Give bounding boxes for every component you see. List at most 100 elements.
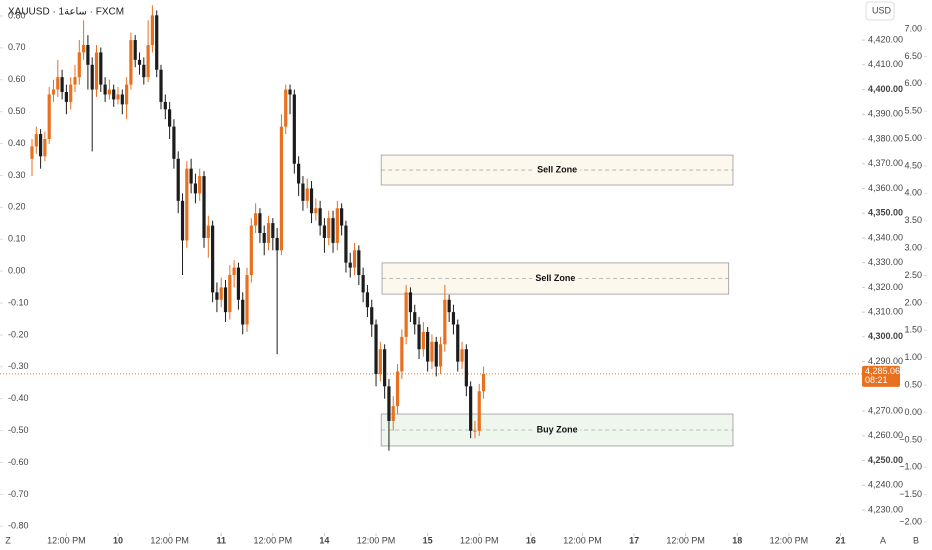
inner-tick-label: 6.50 (904, 51, 922, 61)
left-tick-label: 0.10 (8, 234, 26, 244)
candle-body (400, 336, 404, 372)
candle-body (456, 324, 460, 362)
candle-body (438, 344, 443, 367)
y-tick-label: 4,410.00 (868, 59, 903, 69)
inner-tick-label: 3.00 (904, 243, 922, 253)
candle-body (331, 218, 335, 243)
y-tick-label: 4,290.00 (868, 356, 903, 366)
candle-body (383, 349, 387, 387)
candle-body (469, 386, 473, 431)
x-tick-label: 18 (732, 535, 742, 545)
candle-body (266, 223, 271, 243)
left-tick-label: -0.50 (8, 425, 29, 435)
candle-body (159, 69, 163, 102)
candle-body (180, 200, 185, 241)
inner-tick-label: −2.00 (899, 516, 922, 526)
candle-body (202, 176, 206, 238)
left-tick-label: -0.10 (8, 297, 29, 307)
candle-body (395, 371, 400, 407)
candle-body (292, 94, 296, 164)
x-tick-label: 12:00 PM (770, 535, 809, 545)
left-tick-label: 0.70 (8, 42, 26, 52)
x-tick-label: 21 (835, 535, 845, 545)
zone-label-bg (532, 272, 579, 285)
left-tick-label: 0.00 (8, 266, 26, 276)
y-tick-label: 4,240.00 (868, 480, 903, 490)
candle-body (47, 94, 51, 140)
candle-body (378, 349, 382, 374)
candle-body (473, 430, 477, 432)
candle-body (460, 349, 464, 362)
left-tick-label: 0.30 (8, 170, 26, 180)
candle-body (125, 84, 129, 105)
left-tick-label: -0.70 (8, 489, 29, 499)
candle-body (112, 89, 116, 100)
zone-label: Sell Zone (535, 273, 575, 283)
candle-body (370, 307, 374, 325)
candle-body (464, 349, 468, 387)
candle-body (30, 146, 34, 159)
y-tick-label: 4,260.00 (868, 430, 903, 440)
x-tick-label: 10 (113, 535, 123, 545)
candle-body (481, 373, 486, 392)
candle-body (404, 292, 408, 337)
unit-label: USD (872, 5, 892, 15)
candle-body (51, 89, 56, 95)
left-tick-label: -0.80 (8, 521, 29, 531)
candle-body (344, 225, 348, 263)
y-tick-label: 4,230.00 (868, 504, 903, 514)
inner-tick-label: 1.50 (904, 325, 922, 335)
candle-body (322, 225, 327, 238)
zone-label-bg (534, 164, 581, 177)
candle-body (314, 208, 318, 214)
y-tick-label: 4,370.00 (868, 158, 903, 168)
inner-tick-label: 2.50 (904, 270, 922, 280)
candle-body (168, 109, 172, 127)
candle-body (176, 158, 180, 201)
candle-body (279, 126, 284, 251)
unit-box (865, 1, 895, 21)
candle-body (318, 208, 322, 226)
candle-body (249, 225, 253, 276)
y-tick-label: 4,340.00 (868, 232, 903, 242)
countdown-label: 08:21 (865, 375, 888, 385)
candle-body (34, 134, 38, 147)
candle-body (374, 324, 378, 374)
candle-body (38, 134, 43, 157)
candle-body (86, 45, 90, 65)
candle-body (258, 213, 262, 233)
zone-label: Sell Zone (537, 164, 577, 174)
candle-body (77, 52, 81, 78)
y-tick-label: 4,380.00 (868, 133, 903, 143)
candle-body (443, 299, 447, 345)
y-tick-label: 4,420.00 (868, 34, 903, 44)
candle-body (69, 84, 73, 102)
candle-body (146, 45, 150, 78)
candle-body (116, 94, 120, 100)
y-tick-label: 4,330.00 (868, 257, 903, 267)
left-tick-label: 0.50 (8, 106, 26, 116)
candle-body (189, 168, 193, 184)
candle-body (288, 89, 292, 95)
x-tick-label: 12:00 PM (460, 535, 499, 545)
candle-body (245, 275, 249, 325)
candle-body (447, 299, 451, 313)
inner-tick-label: 2.00 (904, 297, 922, 307)
y-tick-label: 4,320.00 (868, 282, 903, 292)
y-tick-label: 4,270.00 (868, 405, 903, 415)
candle-body (305, 188, 309, 201)
left-tick-label: 0.40 (8, 138, 26, 148)
candle-body (417, 324, 421, 350)
candle-body (348, 262, 352, 268)
candle-body (206, 225, 210, 238)
inner-tick-label: 6.00 (904, 78, 922, 88)
candle-body (198, 176, 202, 194)
candle-body (297, 163, 301, 184)
candle-body (335, 208, 339, 243)
candle-body (90, 64, 94, 90)
corner-label: Z (5, 535, 11, 545)
inner-tick-label: 3.50 (904, 215, 922, 225)
candle-body (223, 287, 228, 313)
candle-body (361, 275, 365, 293)
